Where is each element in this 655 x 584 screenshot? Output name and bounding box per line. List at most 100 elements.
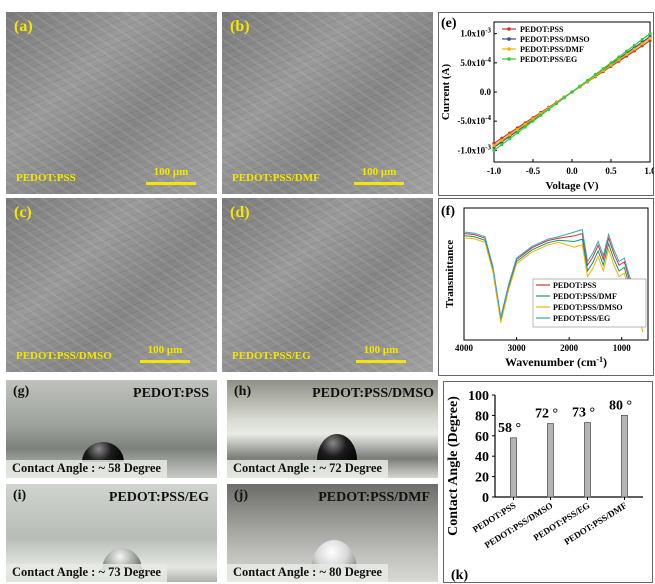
legend-label: PEDOT:PSS/DMF <box>520 45 584 54</box>
sem-panel-b: (b) PEDOT:PSS/DMF 100 μm <box>222 12 433 194</box>
data-point <box>617 55 621 59</box>
chart-k-frame <box>443 381 653 583</box>
data-point <box>609 63 613 67</box>
scale-label: 100 μm <box>363 344 399 356</box>
panel-letter: (i) <box>13 488 27 503</box>
panel-letter: (g) <box>13 384 30 399</box>
y-tick-label: 5.0x10-4 <box>460 56 491 68</box>
data-point <box>492 141 496 145</box>
sample-label: PEDOT:PSS/DMF <box>318 490 430 505</box>
bar <box>510 437 517 498</box>
legend-box <box>532 278 647 328</box>
contact-angle-caption: Contact Angle : ~ 58 Degree <box>6 460 167 478</box>
x-tick-label: PEDOT:PSS/DMF <box>562 500 629 547</box>
panel-letter: (b) <box>230 18 250 35</box>
x-tick-label: 3000 <box>508 343 527 353</box>
chart-e-frame <box>438 12 654 196</box>
y-tick-label: 1.0x10-3 <box>460 27 491 39</box>
scale-label: 100 μm <box>361 166 397 178</box>
data-point <box>554 102 558 106</box>
legend-marker <box>507 57 511 61</box>
y-axis-label: Transmittance <box>444 240 456 308</box>
panel-letter: (d) <box>230 204 250 221</box>
scale-label: 100 μm <box>147 344 183 356</box>
legend-label: PEDOT:PSS/DMF <box>553 292 617 301</box>
legend-label: PEDOT:PSS/DMSO <box>553 303 623 312</box>
panel-letter: (a) <box>14 18 33 35</box>
y-tick-label: 20 <box>475 471 489 486</box>
scale-bar <box>356 360 406 363</box>
photo-panel-j: (j) PEDOT:PSS/DMF Contact Angle : ~ 80 D… <box>227 484 438 582</box>
x-axis-label: Voltage (V) <box>545 180 598 192</box>
contact-angle-chart: (k) 100 80 60 40 20 0 Contact Angle (Degree) 58… <box>446 389 643 583</box>
plot-area <box>463 207 649 341</box>
x-tick-label: 0.0 <box>566 166 578 176</box>
panel-letter: (j) <box>234 488 248 503</box>
y-tick-label: -5.0x10-4 <box>457 114 491 126</box>
legend-label: PEDOT:PSS/EG <box>553 314 610 323</box>
panel-letter: (h) <box>234 384 252 399</box>
data-point <box>500 138 504 142</box>
x-tick-label: -0.5 <box>526 166 541 176</box>
contact-angle-caption: Contact Angle : ~ 80 Degree <box>227 564 388 582</box>
x-tick-label: -1.0 <box>487 166 502 176</box>
x-tick-label: 2000 <box>560 343 579 353</box>
chart-f-frame <box>438 198 654 376</box>
data-point <box>648 32 652 36</box>
scale-bar <box>140 360 190 363</box>
y-axis-label: Contact Angle (Degree) <box>446 396 461 536</box>
data-point <box>508 133 512 137</box>
photo-panel-h: PEDOT:PSS/DMSO (h) Contact Angle : ~ 72 … <box>227 380 438 478</box>
water-droplet <box>82 442 124 462</box>
y-tick-label: 0 <box>482 491 489 506</box>
data-point <box>586 78 590 82</box>
bar-value-label: 72 ° <box>535 407 558 422</box>
data-point <box>648 36 652 40</box>
data-point <box>617 58 621 62</box>
panel-letter: (k) <box>451 568 468 583</box>
data-point <box>632 43 636 47</box>
y-tick-label: -1.0x10-3 <box>457 143 491 155</box>
ftir-chart: (f) 4000 3000 2000 1000 Wavenumber (cm-1) Tra… <box>441 204 649 369</box>
photo-panel-i: (i) PEDOT:PSS/EG Contact Angle : ~ 73 De… <box>6 484 217 582</box>
data-point <box>515 127 519 132</box>
sem-texture <box>222 198 433 372</box>
sample-label: PEDOT:PSS/EG <box>232 350 311 362</box>
bar <box>547 423 554 498</box>
legend-marker <box>507 37 511 41</box>
data-point <box>562 96 566 100</box>
y-tick-label: 100 <box>468 389 489 404</box>
sem-panel-d: (d) PEDOT:PSS/EG 100 μm <box>222 198 433 372</box>
data-point <box>523 122 527 126</box>
y-tick-label: 80 <box>475 409 489 424</box>
sem-texture <box>6 12 217 194</box>
y-axis-label: Current (A) <box>440 64 452 121</box>
spectrum-line <box>463 237 644 333</box>
sample-label: PEDOT:PSS/EG <box>108 490 209 505</box>
sample-label: PEDOT:PSS <box>16 172 76 184</box>
water-droplet <box>317 434 357 460</box>
data-point <box>640 42 644 46</box>
photo-panel-g: (g) PEDOT:PSS Contact Angle : ~ 58 Degre… <box>6 380 217 478</box>
y-tick-label: 0.0 <box>480 87 492 97</box>
panel-letter: (c) <box>14 204 32 221</box>
contact-angle-caption: Contact Angle : ~ 72 Degree <box>227 460 388 478</box>
data-point <box>500 142 504 147</box>
panel-letter: (e) <box>441 16 457 31</box>
x-tick-label: 1000 <box>613 343 632 353</box>
legend-marker <box>507 27 511 31</box>
bar-value-label: 73 ° <box>572 406 595 421</box>
scale-bar <box>354 182 404 185</box>
sem-panel-a: (a) PEDOT:PSS 100 μm <box>6 12 217 194</box>
data-point <box>508 137 512 141</box>
scale-label: 100 μm <box>153 166 189 178</box>
scale-bar <box>146 182 196 185</box>
data-point <box>570 90 574 94</box>
panel-letter: (f) <box>441 204 455 219</box>
data-point <box>547 107 551 112</box>
data-point <box>492 148 496 152</box>
data-point <box>531 117 535 121</box>
data-point <box>640 37 644 42</box>
data-point <box>632 47 636 51</box>
data-point <box>492 144 496 148</box>
